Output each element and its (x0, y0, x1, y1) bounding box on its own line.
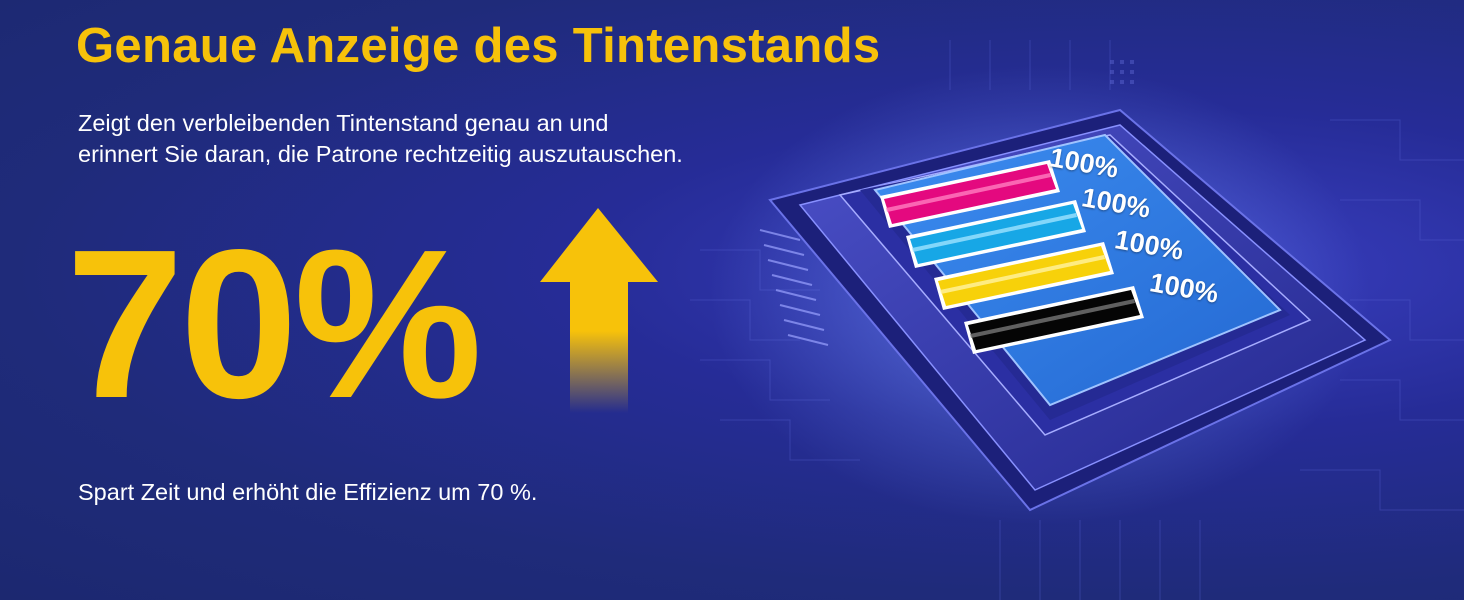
headline: Genaue Anzeige des Tintenstands (76, 19, 881, 73)
chip-icon: 100% 100% 100% 100% (690, 40, 1450, 580)
ink-bar-black (964, 286, 1144, 354)
footnote: Spart Zeit und erhöht die Effizienz um 7… (78, 479, 538, 505)
ink-level-bars (880, 160, 1144, 354)
ink-bar-magenta (880, 160, 1060, 228)
up-arrow-icon (540, 208, 658, 413)
description-line-2: erinnert Sie daran, die Patrone rechtzei… (78, 141, 683, 167)
ink-bar-yellow (934, 242, 1114, 310)
description: Zeigt den verbleibenden Tintenstand gena… (78, 108, 898, 170)
big-percent-stat: 70% (66, 205, 482, 442)
ink-bar-cyan (906, 200, 1086, 268)
description-line-1: Zeigt den verbleibenden Tintenstand gena… (78, 110, 609, 136)
